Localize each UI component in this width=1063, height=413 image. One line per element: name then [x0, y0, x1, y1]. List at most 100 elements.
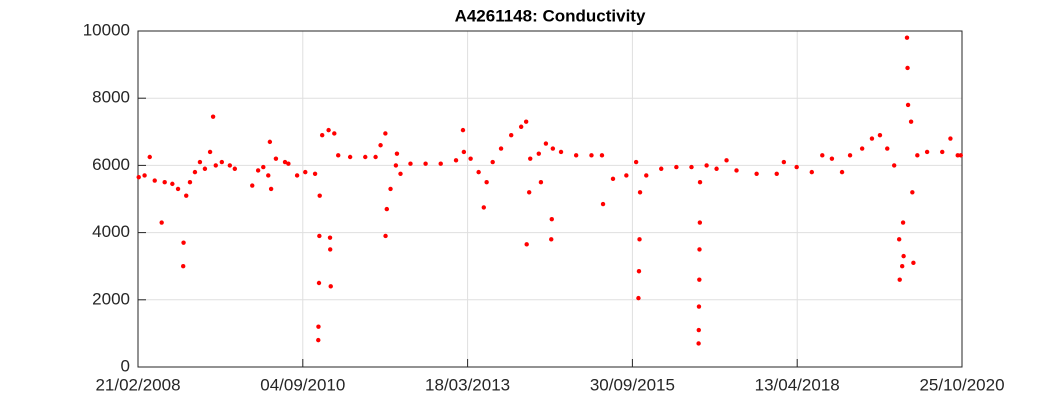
- point: [940, 149, 945, 155]
- point: [891, 163, 897, 168]
- point: [273, 156, 279, 161]
- point: [142, 173, 147, 178]
- point: [197, 159, 203, 165]
- point: [460, 127, 466, 133]
- point: [498, 146, 504, 151]
- point: [378, 143, 383, 148]
- point: [518, 124, 524, 129]
- point: [697, 220, 703, 225]
- point: [644, 173, 649, 178]
- point: [704, 163, 709, 168]
- y-tick-label: 8000: [92, 88, 130, 107]
- point: [549, 237, 554, 242]
- x-tick-label: 13/04/2018: [755, 375, 840, 394]
- point: [461, 149, 467, 155]
- point: [523, 119, 529, 124]
- point: [610, 176, 616, 182]
- point: [136, 174, 141, 180]
- point: [408, 161, 413, 166]
- point: [481, 205, 486, 210]
- y-tick-label: 10000: [83, 20, 130, 39]
- point: [955, 153, 960, 158]
- point: [958, 153, 963, 158]
- point: [207, 149, 213, 155]
- point: [924, 149, 930, 155]
- y-tick-label: 4000: [92, 222, 130, 241]
- point: [869, 136, 875, 141]
- point: [227, 163, 233, 168]
- point: [282, 159, 288, 165]
- point: [696, 341, 701, 346]
- point: [316, 324, 321, 329]
- point: [202, 166, 208, 171]
- point: [905, 102, 911, 108]
- point: [524, 242, 529, 247]
- point: [347, 154, 353, 160]
- point: [689, 164, 694, 170]
- point: [734, 168, 739, 173]
- point: [754, 171, 759, 176]
- point: [317, 233, 322, 239]
- point: [232, 166, 238, 171]
- point: [181, 240, 186, 245]
- point: [250, 183, 255, 188]
- point: [948, 136, 953, 141]
- point: [255, 168, 261, 173]
- point: [184, 193, 189, 198]
- point: [781, 159, 787, 165]
- point: [637, 237, 642, 242]
- y-tick-label: 0: [121, 356, 130, 375]
- point: [213, 163, 218, 168]
- point: [261, 164, 266, 170]
- point: [303, 169, 308, 175]
- point: [187, 180, 193, 185]
- point: [697, 247, 702, 252]
- point: [267, 139, 273, 145]
- point: [219, 159, 225, 165]
- point: [829, 156, 835, 161]
- point: [286, 161, 291, 166]
- point: [911, 260, 916, 266]
- point: [192, 169, 198, 175]
- point: [599, 153, 605, 158]
- point: [536, 151, 541, 156]
- y-tick-label: 6000: [92, 155, 130, 174]
- point: [697, 277, 702, 282]
- y-tick-label: 2000: [92, 289, 130, 308]
- point: [859, 146, 865, 151]
- x-tick-label: 25/10/2020: [919, 375, 1004, 394]
- point: [589, 153, 594, 158]
- point: [550, 146, 556, 151]
- point: [526, 190, 532, 195]
- point: [900, 220, 906, 225]
- x-tick-label: 30/09/2015: [590, 375, 675, 394]
- point: [900, 264, 905, 269]
- point: [910, 190, 915, 195]
- point: [328, 284, 333, 289]
- point: [637, 190, 643, 195]
- point: [674, 164, 679, 170]
- point: [724, 158, 729, 163]
- point: [794, 164, 799, 170]
- point: [147, 154, 152, 160]
- point: [659, 166, 664, 171]
- point: [877, 132, 883, 138]
- point: [696, 327, 701, 333]
- point: [388, 186, 393, 192]
- point: [896, 237, 902, 242]
- point: [336, 153, 341, 158]
- point: [384, 206, 390, 212]
- point: [543, 141, 549, 146]
- point: [915, 153, 920, 158]
- point: [383, 131, 388, 136]
- point: [696, 304, 702, 309]
- point: [774, 171, 779, 176]
- point: [294, 173, 300, 178]
- chart-title: A4261148: Conductivity: [455, 6, 646, 25]
- x-tick-label: 21/02/2008: [95, 375, 180, 394]
- point: [373, 154, 378, 160]
- plot-frame: [137, 30, 963, 368]
- point: [316, 337, 321, 343]
- point: [549, 216, 554, 222]
